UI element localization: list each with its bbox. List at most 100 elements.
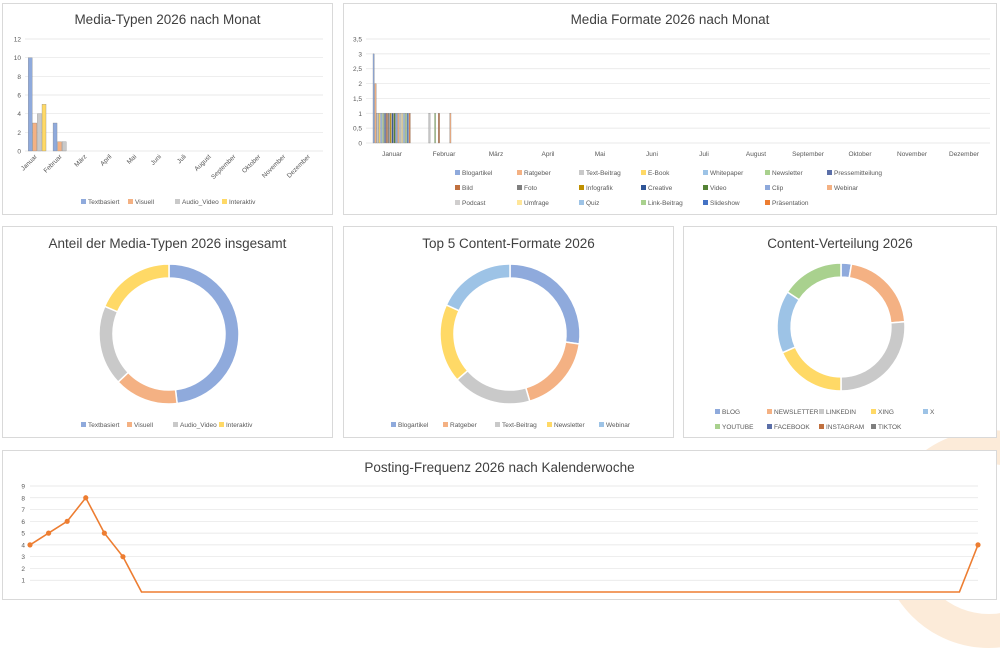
legend-swatch xyxy=(703,185,708,190)
y-tick-label: 3,5 xyxy=(353,37,362,44)
legend-swatch xyxy=(517,200,522,205)
legend-label: Umfrage xyxy=(524,200,549,207)
x-tick-label: Juli xyxy=(176,153,188,165)
chart-panel-media-formats-by-month[interactable]: Media Formate 2026 nach Monat 0 0,5 1 1,5 2 2… xyxy=(343,3,997,215)
x-tick-label: Juni xyxy=(150,153,163,166)
y-tick-label: 1 xyxy=(358,111,362,118)
legend-swatch xyxy=(81,199,86,204)
y-tick-label: 2 xyxy=(358,81,362,88)
legend-label: TIKTOK xyxy=(878,424,902,431)
donut-slice xyxy=(524,341,581,403)
y-tick-label: 1,5 xyxy=(353,96,362,103)
legend-label: XING xyxy=(878,409,894,416)
legend-swatch xyxy=(767,409,772,414)
legend-label: Bild xyxy=(462,185,473,192)
x-tick-label: Dezember xyxy=(949,151,980,158)
legend-swatch xyxy=(517,185,522,190)
x-tick-label: Oktober xyxy=(241,153,263,175)
legend-label: Webinar xyxy=(834,185,859,192)
y-tick-label: 7 xyxy=(21,507,25,514)
legend-label: Text-Beitrag xyxy=(586,170,621,177)
donut-slice xyxy=(103,263,170,313)
x-tick-label: August xyxy=(746,151,766,158)
chart-svg: 1 2 3 4 5 6 7 8 9 xyxy=(21,484,981,593)
legend-swatch xyxy=(641,170,646,175)
legend-swatch xyxy=(767,424,772,429)
legend-label: Visuell xyxy=(134,422,154,429)
x-tick-label: Januar xyxy=(20,153,40,173)
y-tick-label: 5 xyxy=(21,531,25,538)
chart-svg: BLOG NEWSLETTER LINKEDIN XING X YOUTUBE FACEBO… xyxy=(715,262,935,431)
legend-label: Text-Beitrag xyxy=(502,422,537,429)
legend-swatch xyxy=(579,185,584,190)
data-point xyxy=(101,530,107,536)
legend-label: Foto xyxy=(524,185,537,192)
legend-label: Interaktiv xyxy=(226,422,253,429)
y-tick-label: 6 xyxy=(21,519,25,526)
donut-slice xyxy=(117,371,178,405)
bar xyxy=(393,113,396,144)
y-tick-label: 2,5 xyxy=(353,66,362,73)
legend-swatch xyxy=(222,199,227,204)
chart-panel-media-types-by-month[interactable]: Media-Typen 2026 nach Monat 0 2 4 6 8 10 12 Jan… xyxy=(2,3,333,215)
chart-panel-top5-formats[interactable]: Top 5 Content-Formate 2026 Blogartikel Ra… xyxy=(343,226,674,438)
x-tick-label: Mai xyxy=(126,153,138,165)
y-tick-label: 1 xyxy=(21,578,25,585)
legend-swatch xyxy=(765,200,770,205)
donut-slice xyxy=(776,290,801,354)
legend-label: Infografik xyxy=(586,185,613,192)
donut-slice xyxy=(168,263,240,405)
legend-swatch xyxy=(715,424,720,429)
legend-label: Textbasiert xyxy=(88,422,120,429)
legend-label: Ratgeber xyxy=(524,170,552,177)
bar xyxy=(376,113,379,144)
chart-title: Anteil der Media-Typen 2026 insgesamt xyxy=(48,236,287,251)
x-tick-label: April xyxy=(541,151,555,158)
y-tick-label: 9 xyxy=(21,484,25,491)
legend-label: Newsletter xyxy=(772,170,804,177)
chart-panel-content-distribution[interactable]: Content-Verteilung 2026 BLOG NEWSLETTER LI… xyxy=(683,226,997,438)
legend-swatch xyxy=(923,409,928,414)
legend-label: Creative xyxy=(648,185,673,192)
legend-swatch xyxy=(173,422,178,427)
legend-swatch xyxy=(128,199,133,204)
x-tick-label: September xyxy=(210,153,238,181)
donut-slice xyxy=(848,263,906,324)
legend-label: Blogartikel xyxy=(462,170,493,177)
legend-swatch xyxy=(579,170,584,175)
y-tick-label: 3 xyxy=(21,554,25,561)
chart-svg: Blogartikel Ratgeber Text-Beitrag Newslette… xyxy=(391,263,631,429)
legend-label: Ratgeber xyxy=(450,422,478,429)
donut-slice xyxy=(781,346,842,392)
bar xyxy=(434,113,436,144)
bar xyxy=(391,113,394,144)
data-point xyxy=(27,542,33,548)
legend-swatch xyxy=(443,422,448,427)
y-tick-label: 8 xyxy=(17,74,21,81)
legend-swatch xyxy=(819,424,824,429)
chart-svg: Textbasiert Visuell Audio_Video Interaktiv xyxy=(81,263,253,429)
chart-svg: 0 2 4 6 8 10 12 Januar Februar März April Mai Juni Ju… xyxy=(14,37,323,206)
data-point xyxy=(64,518,70,524)
donut-slice xyxy=(456,369,531,405)
x-tick-label: März xyxy=(489,151,503,158)
chart-svg: 0 0,5 1 1,5 2 2,5 3 3,5 Januar Februar März April Ma… xyxy=(353,37,990,207)
bar xyxy=(382,113,384,144)
legend-swatch xyxy=(765,185,770,190)
chart-panel-media-type-share[interactable]: Anteil der Media-Typen 2026 insgesamt Te… xyxy=(2,226,333,438)
legend-label: Podcast xyxy=(462,200,486,207)
legend-swatch xyxy=(455,170,460,175)
legend-label: YOUTUBE xyxy=(722,424,754,431)
legend-swatch xyxy=(641,185,646,190)
chart-panel-posting-frequency[interactable]: Posting-Frequenz 2026 nach Kalenderwoche… xyxy=(2,450,997,600)
legend-swatch xyxy=(871,424,876,429)
x-tick-label: März xyxy=(73,153,88,168)
bar xyxy=(397,113,400,144)
x-tick-label: Juni xyxy=(646,151,658,158)
donut-slice xyxy=(98,305,130,384)
bar xyxy=(384,113,386,144)
legend-swatch xyxy=(827,170,832,175)
legend-swatch xyxy=(517,170,522,175)
y-tick-label: 0 xyxy=(17,149,21,156)
y-tick-label: 0,5 xyxy=(353,126,362,133)
